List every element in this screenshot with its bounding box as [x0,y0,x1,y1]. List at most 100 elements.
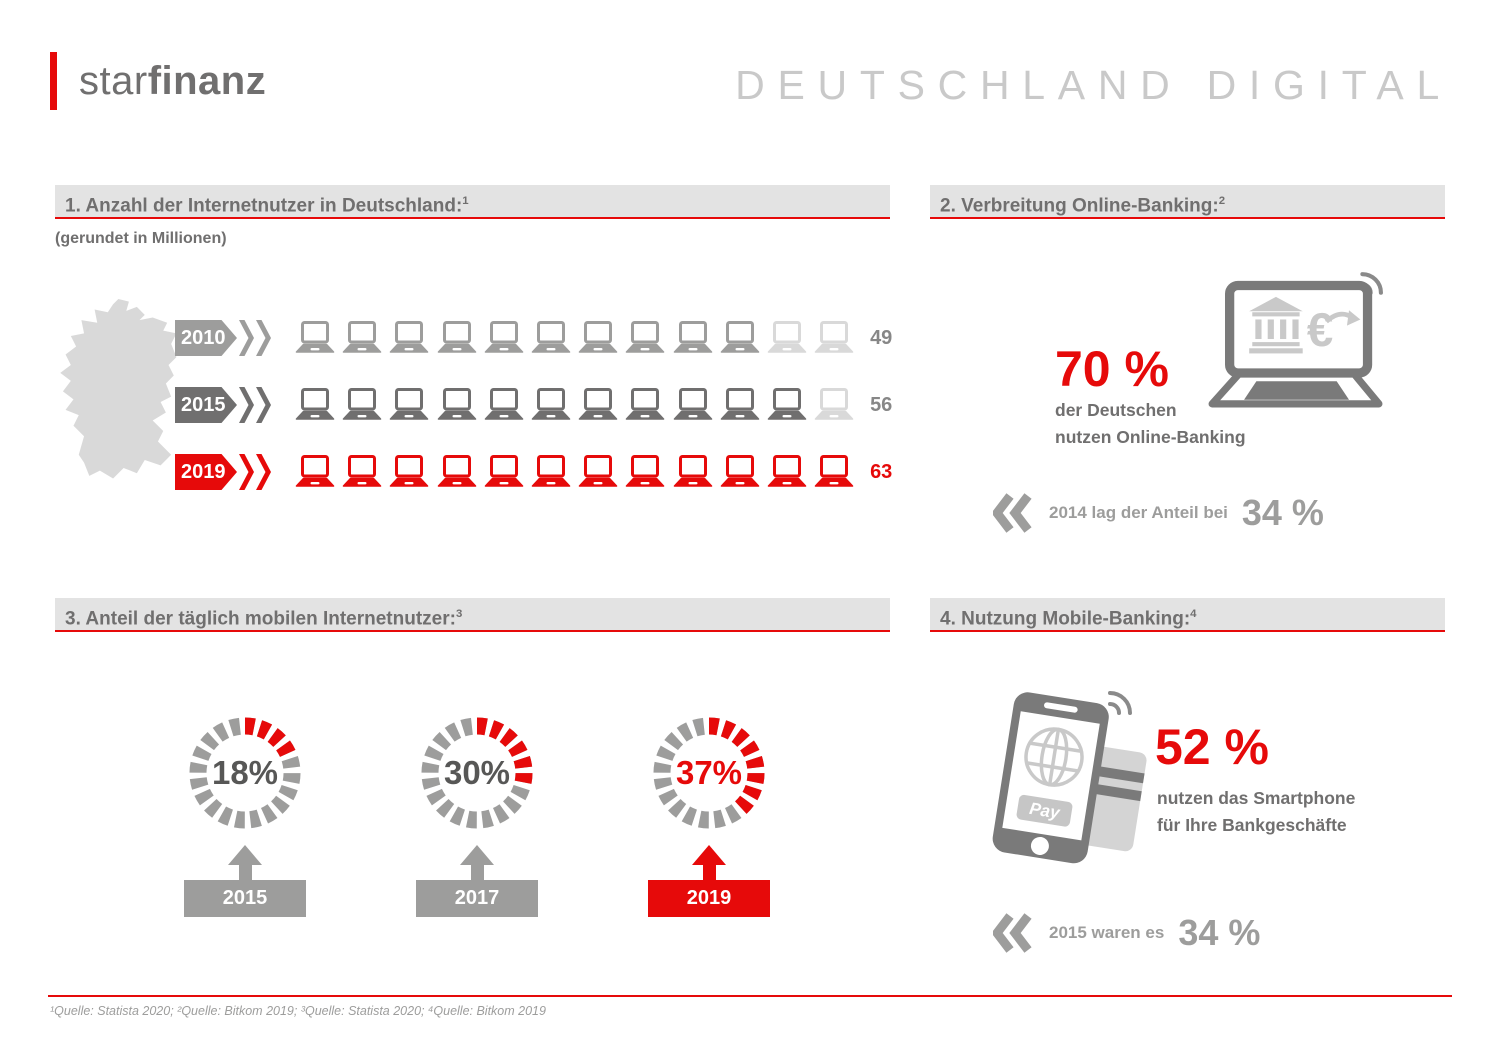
year-banner: 2015 [175,387,237,423]
laptop-icon [814,454,854,487]
laptop-icon [484,387,524,420]
laptop-icon [390,320,429,353]
laptop-icon [673,454,712,487]
laptop-icon [767,387,807,420]
section3-header: 3. Anteil der täglich mobilen Internetnu… [55,598,890,632]
donut-block: 18% 2015 [179,707,311,917]
up-arrow-icon [692,845,726,880]
row-value: 49 [870,326,893,349]
laptop-icons [293,320,856,356]
bank-icon [1249,296,1303,354]
laptop-icon [720,387,759,420]
germany-map-icon [60,299,177,479]
internet-users-rows: 2010 49 2015 [175,310,892,511]
laptop-icon [767,454,807,487]
mobile-banking-stat-line: für Ihre Bankgeschäfte [1157,815,1347,835]
logo-text-finanz: finanz [147,58,267,103]
section1-header: 1. Anzahl der Internetnutzer in Deutschl… [55,185,890,219]
back-chevrons-icon [993,913,1032,953]
laptop-icon [390,454,429,487]
chevron-right-icon [256,320,271,356]
section1-heading: 1. Anzahl der Internetnutzer in Deutschl… [65,195,463,217]
laptop-icon [673,387,712,420]
laptop-icon [814,387,854,420]
laptop-icon [484,320,524,353]
section1-footnote-mark: 1 [462,195,469,207]
row-value: 56 [870,393,893,416]
nfc-icon [1108,691,1132,715]
laptop-icon [531,387,571,420]
donut-ring: 30% [411,707,543,839]
year-tag: 2019 [648,880,770,917]
laptop-icon [626,454,665,487]
footer-divider [48,995,1452,997]
internet-users-row: 2019 63 [175,444,892,500]
laptop-icon [578,387,618,420]
chevron-right-icon [256,387,271,423]
logo-text: starfinanz [79,59,266,104]
donut-value: 37% [675,754,743,791]
year-banner-label: 2019 [181,461,226,483]
year-banner: 2010 [175,320,237,356]
up-arrow-icon [460,845,494,880]
section2-header: 2. Verbreitung Online-Banking:2 [930,185,1445,219]
laptop-icon [626,387,665,420]
footer-sources: ¹Quelle: Statista 2020; ²Quelle: Bitkom … [50,1004,546,1018]
donut-ring: 37% [643,707,775,839]
svg-text:Pay: Pay [1028,799,1062,823]
laptop-icon [342,454,382,487]
chevron-right-icon [256,454,271,490]
laptop-icon [342,320,382,353]
laptop-icons [293,387,856,423]
year-banner-label: 2015 [181,394,226,416]
year-tag: 2017 [416,880,538,917]
donuts: 18% 2015 30% 2017 37% 2019 [179,707,775,917]
donut-value: 30% [443,754,511,791]
up-arrow-icon [228,845,262,880]
laptop-icons [293,454,856,490]
internet-users-row: 2010 49 [175,310,892,366]
online-banking-stat-line: nutzen Online-Banking [1055,427,1246,447]
donut-ring-svg [421,717,533,829]
page-title: DEUTSCHLAND DIGITAL [735,62,1452,108]
row-value: 63 [870,460,893,483]
mobile-banking-comparison: 2015 waren es 34 % [993,912,1260,954]
chevron-right-icon [239,454,254,490]
chevron-right-icon [239,387,254,423]
svg-text:€: € [1307,304,1333,357]
mobile-banking-stat-line: nutzen das Smartphone [1157,788,1356,808]
section4-heading: 4. Nutzung Mobile-Banking: [940,608,1191,630]
section4-footnote-mark: 4 [1190,608,1197,620]
laptop-icon [720,320,759,353]
laptop-icon [673,320,712,353]
donut-ring: 18% [179,707,311,839]
section4-header: 4. Nutzung Mobile-Banking:4 [930,598,1445,632]
laptop-icon [342,387,382,420]
internet-users-row: 2015 56 [175,377,892,433]
online-banking-stat-value: 70 % [1055,341,1169,397]
pay-button: Pay [1016,794,1073,827]
laptop-icon [578,320,618,353]
laptop-icon [295,320,335,353]
donut-ring-svg [189,717,301,829]
back-chevrons-icon [993,493,1032,533]
online-banking-stat-line: der Deutschen [1055,400,1177,420]
logo-text-star: star [79,58,148,103]
donut-block: 37% 2019 [643,707,775,917]
donut-ring-svg [653,717,765,829]
laptop-icon [578,454,618,487]
laptop-icon [814,320,854,353]
year-banner: 2019 [175,454,237,490]
online-banking-comparison: 2014 lag der Anteil bei 34 % [993,492,1324,534]
comparison-text: 2015 waren es [1049,923,1165,942]
laptop-icon [390,387,429,420]
section2-footnote-mark: 2 [1218,195,1226,207]
laptop-icon [767,320,807,353]
section3-heading: 3. Anteil der täglich mobilen Internetnu… [65,608,456,630]
comparison-value: 34 % [1178,912,1261,953]
year-tag: 2015 [184,880,306,917]
smartphone-icon: Pay [992,691,1147,864]
laptop-icon [437,387,476,420]
laptop-icon [437,454,476,487]
